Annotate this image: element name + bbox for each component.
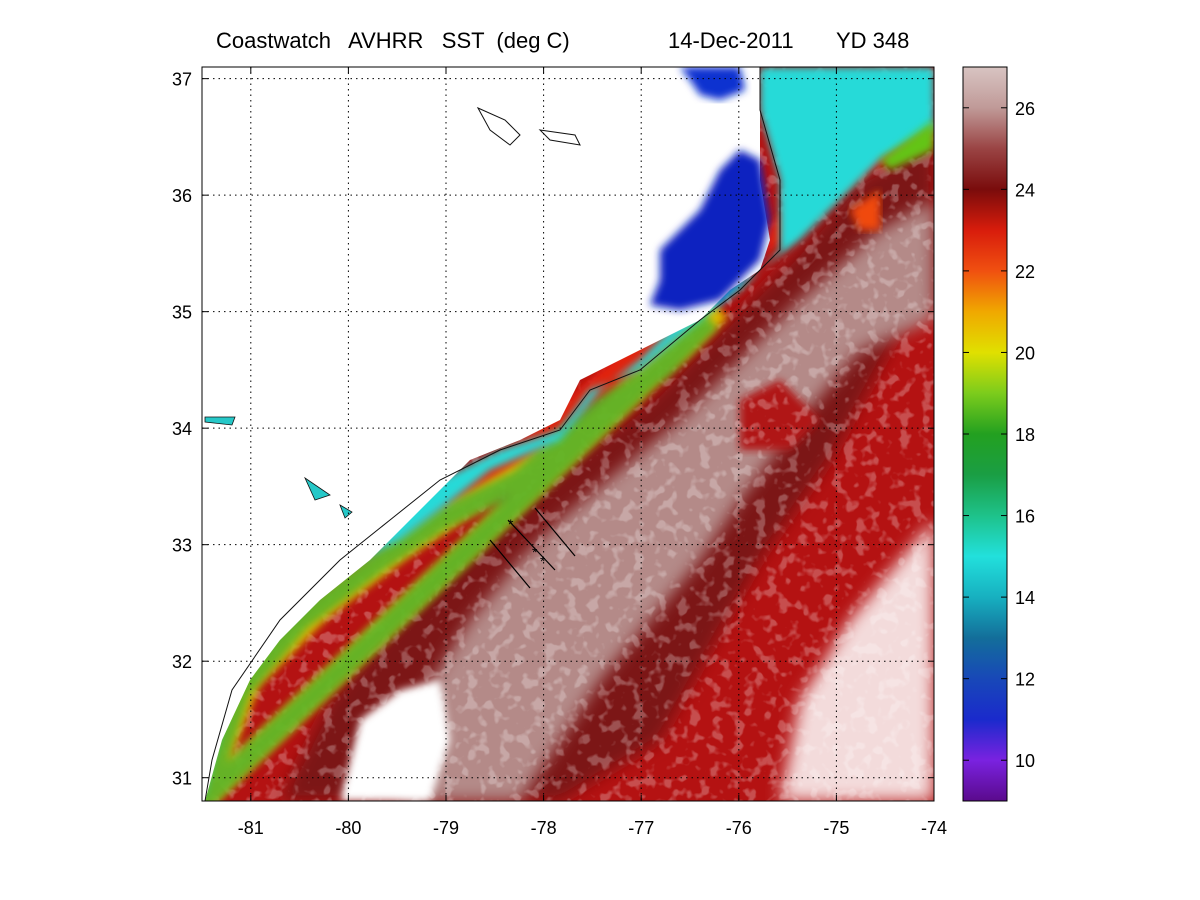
lat-tick-label: 34 (172, 419, 192, 439)
lat-tick-label: 37 (172, 70, 192, 90)
colorbar-tick-label: 10 (1015, 751, 1035, 771)
chesapeake-bay (680, 67, 745, 100)
sst-field: * * * (202, 67, 934, 801)
nearshore-cool-water (202, 67, 934, 801)
lake-outline (476, 106, 521, 146)
colorbar-tick-label: 18 (1015, 425, 1035, 445)
svg-text:*: * (532, 544, 538, 560)
offshore-warm-filament (850, 190, 880, 230)
map-title-date: 14-Dec-2011 (668, 28, 794, 53)
lake-outline (538, 129, 581, 146)
transect-lines (489, 507, 576, 589)
colorbar-tick-label: 24 (1015, 180, 1035, 200)
map-frame (201, 66, 935, 802)
lat-tick-label: 35 (172, 303, 192, 323)
mooring-markers: * * * (508, 516, 546, 569)
colorbar-tick-label: 20 (1015, 343, 1035, 363)
shelf-green-band (202, 312, 718, 801)
lat-tick-label: 36 (172, 186, 192, 206)
colorbar-tick-label: 14 (1015, 588, 1035, 608)
map-ticks: -81 -80 -79 -78 -77 -76 -75 -74 31 32 33 34 35 36 37 (172, 67, 947, 838)
lon-tick-label: -76 (726, 818, 752, 838)
svg-text:*: * (540, 553, 546, 569)
colorbar-tick-label: 22 (1015, 262, 1035, 282)
colorbar-ticks: 10 12 14 16 18 20 22 24 26 (963, 99, 1035, 771)
lat-tick-label: 32 (172, 652, 192, 672)
pamlico-sound (650, 150, 770, 310)
lake-outline (304, 476, 331, 501)
lon-tick-label: -78 (531, 818, 557, 838)
map-title-product: Coastwatch AVHRR SST (deg C) (216, 28, 570, 53)
svg-text:*: * (508, 516, 514, 532)
lake-outline (204, 416, 236, 426)
colorbar-tick-label: 12 (1015, 670, 1035, 690)
transect-line-c (534, 507, 576, 557)
colorbar (962, 66, 1008, 802)
lon-tick-label: -79 (433, 818, 459, 838)
coastline (204, 67, 781, 801)
lon-tick-label: -80 (335, 818, 361, 838)
lon-tick-label: -81 (238, 818, 264, 838)
lon-tick-label: -77 (628, 818, 654, 838)
lat-tick-label: 33 (172, 536, 192, 556)
colorbar-tick-label: 26 (1015, 99, 1035, 119)
colorbar-tick-label: 16 (1015, 507, 1035, 527)
map-title-yearday: YD 348 (836, 28, 910, 53)
lat-tick-label: 31 (172, 769, 192, 789)
transect-line-b (507, 519, 556, 571)
lon-tick-label: -74 (921, 818, 947, 838)
land-mass (202, 67, 770, 801)
chesapeake-outflow (880, 120, 934, 170)
lon-tick-label: -75 (823, 818, 849, 838)
lake-outline (339, 504, 353, 519)
transect-line-a (489, 539, 531, 589)
